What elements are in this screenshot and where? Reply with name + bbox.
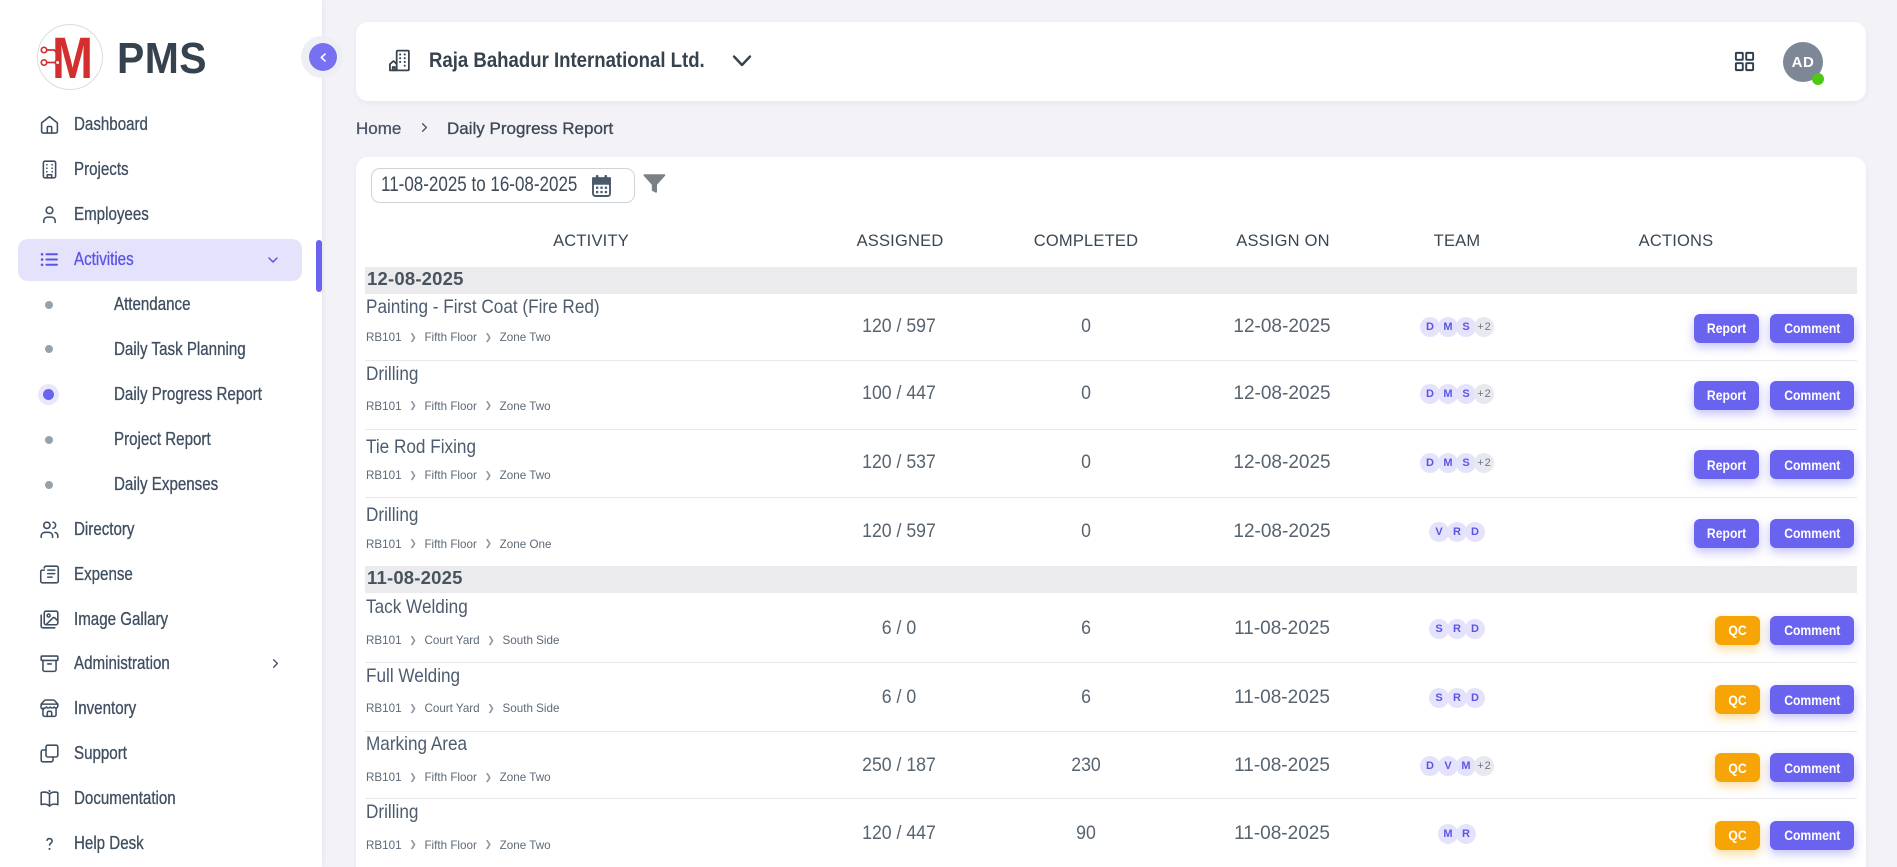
svg-text:M: M [52, 26, 93, 90]
